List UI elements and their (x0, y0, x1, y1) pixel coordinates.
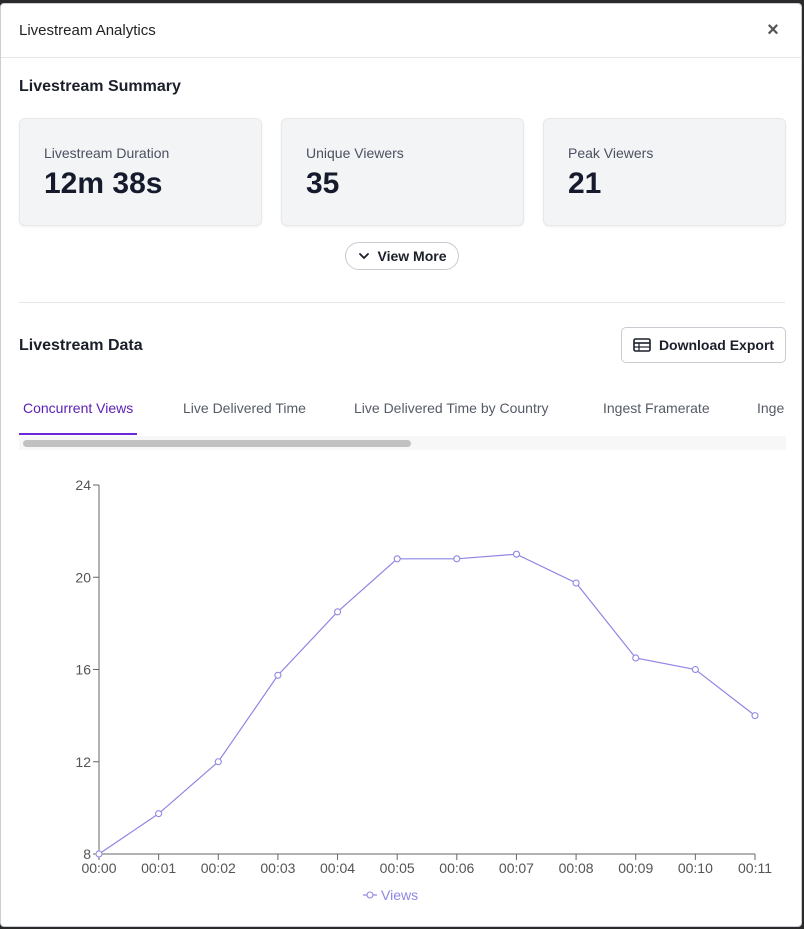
view-more-label: View More (377, 248, 447, 264)
x-tick-label: 00:03 (260, 860, 295, 876)
stat-label: Peak Viewers (568, 145, 654, 161)
data-point (453, 555, 461, 563)
y-tick-label: 8 (83, 846, 91, 862)
stat-card-peak-viewers: Peak Viewers 21 (543, 118, 786, 226)
data-point (214, 758, 222, 766)
data-point (333, 608, 342, 616)
y-tick-label: 20 (75, 569, 91, 585)
tab-live-delivered-time-by-country[interactable]: Live Delivered Time by Country (354, 400, 549, 416)
x-tick-label: 00:10 (678, 860, 713, 876)
series-line-views (98, 553, 756, 855)
stat-value: 35 (306, 167, 340, 200)
stat-value: 21 (568, 167, 602, 200)
stat-card-unique-viewers: Unique Viewers 35 (281, 118, 524, 226)
x-tick-label: 00:07 (499, 860, 534, 876)
x-tick-label: 00:11 (738, 860, 772, 876)
data-point (751, 712, 759, 720)
x-tick-label: 00:04 (320, 860, 355, 876)
tab-ingest-framerate[interactable]: Ingest Framerate (603, 400, 710, 416)
modal-title: Livestream Analytics (19, 22, 156, 39)
stat-card-duration: Livestream Duration 12m 38s (19, 118, 262, 226)
tabs-scrollbar[interactable] (19, 436, 786, 450)
data-point (155, 810, 163, 818)
x-tick-label: 00:01 (141, 860, 176, 876)
stat-value: 12m 38s (44, 167, 163, 200)
x-tick-label: 00:08 (559, 860, 594, 876)
tab-live-delivered-time[interactable]: Live Delivered Time (183, 400, 306, 416)
x-tick-label: 00:02 (201, 860, 236, 876)
stat-label: Unique Viewers (306, 145, 404, 161)
tab-ingest-more[interactable]: Inge (757, 400, 785, 416)
table-icon (633, 338, 651, 352)
download-export-button[interactable]: Download Export (621, 327, 786, 363)
section-divider (19, 302, 785, 303)
legend-marker-dot (366, 891, 374, 899)
x-tick-label: 00:05 (380, 860, 415, 876)
close-icon[interactable]: × (767, 19, 779, 41)
data-point (274, 671, 282, 679)
x-tick-label: 00:06 (439, 860, 474, 876)
data-point (572, 579, 580, 587)
tab-concurrent-views[interactable]: Concurrent Views (19, 384, 138, 435)
x-tick-label: 00:09 (618, 860, 653, 876)
download-export-label: Download Export (658, 337, 775, 353)
view-more-button[interactable]: View More (345, 242, 459, 270)
data-point (632, 654, 640, 662)
stat-label: Livestream Duration (44, 145, 170, 161)
modal-header: Livestream Analytics × (1, 4, 801, 58)
summary-title: Livestream Summary (19, 78, 181, 95)
data-point (95, 850, 103, 858)
chevron-down-icon (358, 253, 369, 259)
tabs-scrollbar-thumb[interactable] (23, 440, 411, 447)
legend-label: Views (381, 887, 418, 903)
x-tick-label: 00:00 (81, 860, 116, 876)
y-tick-label: 24 (75, 477, 91, 493)
concurrent-views-chart: 8 12 16 20 24 00:00 00:01 00:02 00:03 00:04 00:05 0… (75, 477, 772, 903)
y-tick-label: 12 (75, 754, 91, 770)
data-point (393, 555, 401, 563)
data-point (512, 550, 521, 558)
data-section-title: Livestream Data (19, 337, 143, 354)
data-point (691, 665, 699, 674)
analytics-modal: Livestream Analytics × Livestream Summar… (0, 3, 802, 927)
y-tick-label: 16 (75, 662, 91, 678)
